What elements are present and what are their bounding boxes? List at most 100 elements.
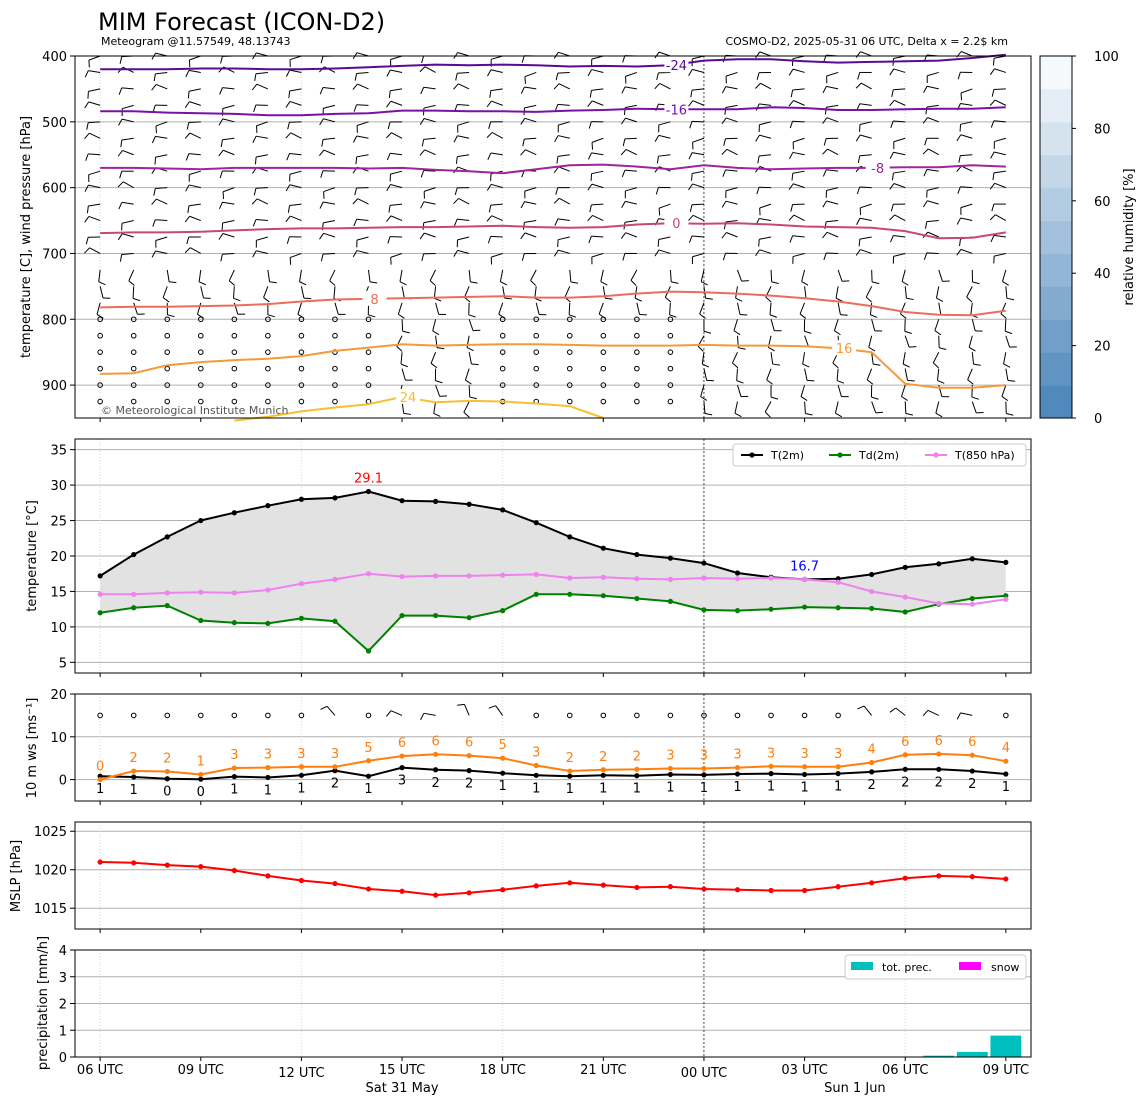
barb-shaft: [256, 52, 269, 57]
time-tick-label: 09 UTC: [178, 1063, 224, 1078]
barb-shaft: [323, 149, 336, 156]
time-tick-label: 21 UTC: [580, 1063, 626, 1078]
barb-flag: [791, 173, 794, 181]
barb-flag: [387, 121, 391, 130]
temperature-series-point: [969, 556, 975, 562]
barb-shaft: [859, 217, 872, 222]
barb-flag: [390, 257, 392, 265]
temperature-ylabel: temperature [°C]: [25, 500, 40, 612]
temperature-tick-label: 5: [59, 656, 67, 671]
calm-wind-circle: [298, 398, 305, 405]
wind-series-point: [198, 771, 204, 778]
temperature-series-line: [99, 490, 1006, 581]
barb-flag: [320, 253, 324, 262]
barb-flag: [251, 198, 258, 205]
wind-barb: [692, 137, 705, 150]
barb-flag: [901, 281, 909, 286]
legend-swatch-marker: [933, 452, 939, 458]
barb-flag: [889, 151, 894, 159]
wind-barb: [891, 88, 906, 97]
barb-flag: [654, 51, 660, 59]
wind-barb: [252, 250, 268, 258]
barb-shaft: [88, 153, 101, 156]
wind-barb: [200, 286, 211, 299]
barb-shaft: [399, 269, 403, 282]
barb-flag: [486, 100, 492, 108]
calm-wind-circle: [164, 398, 171, 405]
wind-barb: [487, 235, 503, 244]
wind-barb: [957, 186, 973, 194]
isotherm-line: [100, 290, 1006, 317]
barb-shaft: [960, 248, 973, 254]
barb-flag: [187, 205, 190, 214]
barb-shaft: [524, 220, 537, 223]
wind-barb: [856, 217, 872, 225]
barb-shaft: [926, 220, 939, 223]
wind-speed-value-label: 1: [96, 782, 104, 797]
barb-flag: [859, 124, 861, 132]
time-tick-label: 18 UTC: [479, 1063, 525, 1078]
wind-barb: [319, 201, 336, 209]
wind-speed-value-label: 2: [968, 777, 976, 792]
wind-barb: [252, 52, 269, 60]
barb-flag: [419, 149, 426, 156]
barb-flag: [218, 66, 225, 73]
barb-shaft: [701, 352, 705, 365]
barb-shaft: [557, 135, 570, 139]
temperature-series-point: [600, 574, 606, 580]
barb-shaft: [592, 100, 604, 106]
wind-barb: [489, 88, 503, 98]
temperature-series-point: [164, 590, 170, 596]
barb-flag: [756, 72, 760, 80]
mslp-point: [634, 884, 640, 891]
wind-barb: [803, 319, 812, 334]
calm-wind-circle: [499, 316, 506, 323]
gust-value-label: 2: [566, 751, 574, 766]
barb-shaft: [256, 250, 268, 254]
legend-swatch-marker: [749, 452, 755, 458]
barb-flag: [834, 330, 841, 336]
calm-wind-circle: [499, 332, 506, 339]
temperature-tick-label: 20: [50, 550, 67, 565]
temperature-series-point: [801, 604, 808, 610]
barb-shaft: [904, 286, 907, 299]
barb-flag: [757, 155, 760, 164]
isotherm-label: 16: [836, 342, 853, 357]
barb-shaft: [703, 401, 706, 414]
wind-barb: [386, 132, 403, 139]
wind-series-point: [466, 768, 472, 774]
barb-flag: [1002, 281, 1009, 286]
wind-barb: [934, 319, 942, 336]
barb-flag: [967, 379, 974, 385]
barb-shaft: [357, 83, 369, 90]
wind-barb: [453, 52, 470, 59]
wind-barb: [352, 83, 369, 90]
wind-speed-value-label: 2: [465, 777, 473, 792]
barb-shaft: [289, 203, 302, 207]
barb-shaft: [188, 69, 201, 73]
barb-shaft: [232, 286, 235, 299]
mslp-point: [969, 874, 975, 880]
barb-flag: [403, 412, 412, 415]
temperature-series-point: [701, 575, 707, 581]
barb-flag: [487, 236, 492, 244]
calm-wind-circle: [265, 712, 271, 719]
barb-flag: [590, 173, 593, 181]
wind-barb: [133, 302, 145, 315]
barb-flag: [959, 238, 961, 247]
barb-shaft: [188, 88, 201, 92]
wind-barb: [823, 137, 839, 146]
calm-wind-circle: [600, 349, 607, 355]
mslp-point: [500, 887, 506, 893]
wind-barb: [1005, 286, 1015, 301]
wind-barb: [255, 236, 269, 248]
barb-flag: [655, 187, 659, 195]
barb-shaft: [121, 220, 134, 224]
barb-shaft: [902, 352, 906, 365]
barb-shaft: [625, 187, 637, 192]
wind-barb: [800, 384, 808, 401]
wind-series-point: [701, 765, 707, 772]
wind-barb: [151, 83, 168, 91]
barb-shaft: [932, 351, 940, 364]
temperature-series-point: [365, 488, 372, 495]
